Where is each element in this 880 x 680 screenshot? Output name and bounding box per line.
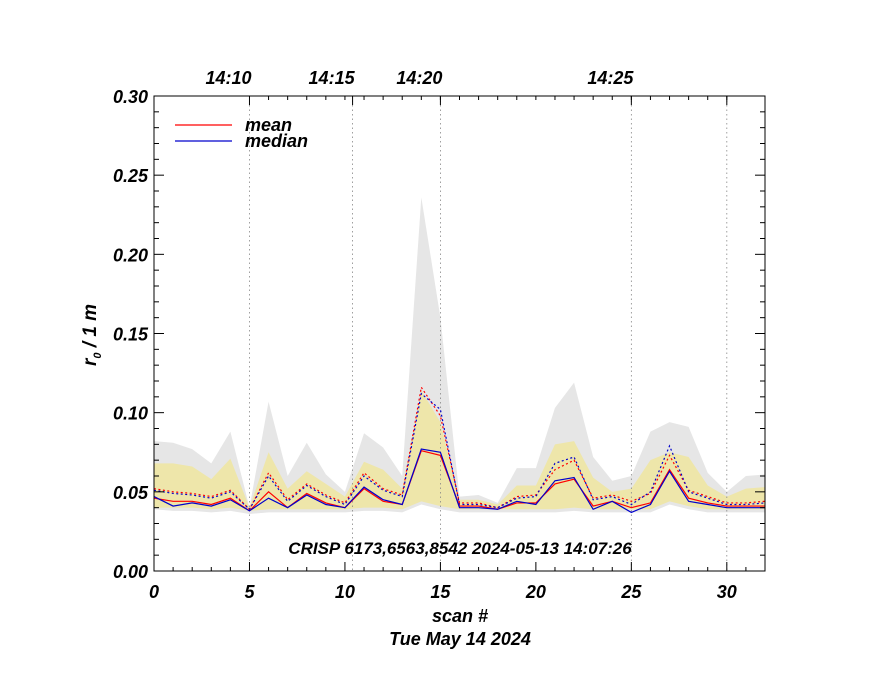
y-axis-label-sub: 0	[92, 352, 104, 359]
bands	[154, 197, 765, 515]
legend-label-mean: mean	[245, 115, 292, 135]
top-time-label: 14:15	[309, 68, 356, 88]
y-tick-label: 0.30	[113, 87, 148, 107]
axes	[153, 95, 766, 572]
y-axis-label-main: r	[80, 357, 101, 366]
y-tick-label: 0.05	[113, 483, 149, 503]
y-tick-label: 0.10	[113, 404, 148, 424]
y-tick-label: 0.15	[113, 325, 149, 345]
top-time-label: 14:20	[396, 68, 442, 88]
x-tick-label: 0	[149, 582, 159, 602]
tick-labels: 0 5 10 15 20 25 30 0.00 0.05 0.10 0.15 0.20 0.25 0.30…	[113, 68, 737, 602]
top-time-label: 14:25	[587, 68, 634, 88]
x-tick-label: 10	[335, 582, 355, 602]
chart-annotation: CRISP 6173,6563,8542 2024-05-13 14:07:26	[288, 539, 632, 558]
y-axis-label-suffix: / 1 m	[80, 304, 101, 353]
series-lines	[153, 385, 766, 514]
x-tick-label: 20	[525, 582, 546, 602]
x-axis-label: scan #	[432, 606, 488, 626]
x-tick-label: 25	[620, 582, 642, 602]
series-line-median	[153, 448, 765, 514]
legend-label-median: median	[245, 131, 308, 151]
x-tick-label: 5	[244, 582, 255, 602]
y-tick-label: 0.00	[113, 562, 148, 582]
top-time-label: 14:10	[205, 68, 251, 88]
legend: mean median	[175, 115, 308, 151]
x-tick-label: 30	[717, 582, 737, 602]
y-axis-label: r0 / 1 m	[80, 304, 104, 366]
date-label: Tue May 14 2024	[389, 629, 531, 649]
y-tick-label: 0.20	[113, 245, 148, 265]
y-tick-label: 0.25	[113, 166, 149, 186]
inner-range-band	[154, 390, 765, 511]
x-tick-label: 15	[430, 582, 451, 602]
